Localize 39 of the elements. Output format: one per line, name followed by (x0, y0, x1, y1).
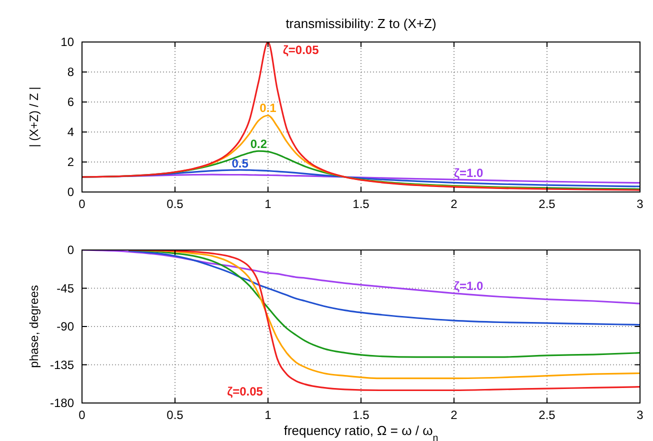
y-tick-label: -45 (56, 281, 74, 296)
x-tick-label: 0.5 (166, 197, 184, 211)
x-tick-label: 1 (264, 197, 272, 211)
y-tick-label: -135 (50, 358, 74, 372)
y-tick-label: 0 (67, 185, 74, 199)
chart-title: transmissibility: Z to (X+Z) (286, 16, 436, 31)
y-tick-label: 10 (60, 35, 74, 49)
y-tick-label: -90 (56, 320, 74, 334)
x-tick-label: 1.5 (352, 408, 370, 422)
y-tick-label: 6 (67, 95, 74, 109)
y-tick-label: 8 (67, 65, 74, 79)
line-series (82, 42, 640, 191)
x-axis-title: frequency ratio, Ω = ω / ω$_{n}$ (284, 423, 438, 441)
x-tick-label: 0 (78, 408, 86, 422)
y-axis-title: phase, degrees (27, 285, 41, 368)
x-tick-label: 3 (636, 408, 644, 422)
x-tick-label: 2.5 (538, 197, 556, 211)
line-series (128, 250, 640, 326)
x-tick-label: 1 (264, 408, 272, 422)
x-tick-label: 2 (450, 408, 458, 422)
x-tick-label: 1.5 (352, 197, 370, 211)
series-label: 0.5 (232, 156, 249, 170)
y-tick-label: 4 (67, 125, 74, 139)
series-label: 0.2 (250, 136, 268, 151)
line-series (82, 250, 640, 304)
x-tick-label: 0 (78, 197, 86, 211)
series-label: 0.1 (260, 100, 277, 115)
y-axis-title: | (X+Z) / Z | (27, 86, 41, 148)
series-label: ζ=1.0 (454, 278, 484, 293)
series-label: ζ=1.0 (454, 166, 484, 180)
x-tick-label: 0.5 (166, 408, 184, 422)
x-tick-label: 3 (636, 197, 644, 211)
y-tick-label: 0 (67, 243, 74, 257)
y-tick-label: 2 (67, 155, 74, 169)
x-tick-label: 2 (450, 197, 458, 211)
x-tick-label: 2.5 (538, 408, 556, 422)
text: ζ=0.05 (227, 384, 264, 398)
series-label: ζ=0.05 (282, 43, 320, 57)
y-tick-label: -180 (50, 396, 74, 410)
